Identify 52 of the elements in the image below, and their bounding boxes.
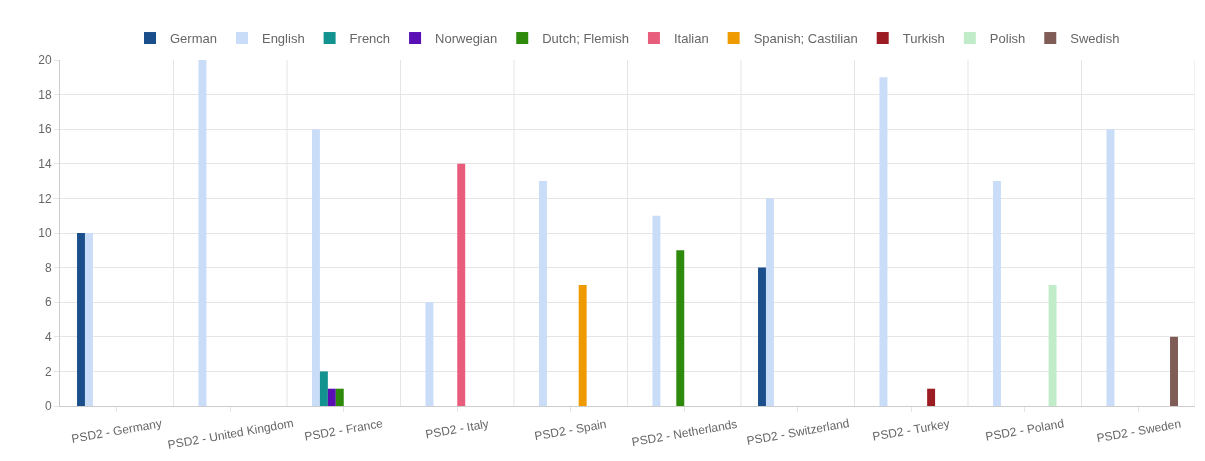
legend-label: Spanish; Castilian xyxy=(753,31,858,47)
bar xyxy=(538,181,547,406)
bar xyxy=(578,284,587,406)
legend-label: French xyxy=(349,31,391,47)
x-tick-label: PSD2 - Switzerland xyxy=(745,416,851,448)
bar xyxy=(1106,129,1115,406)
legend-label: Turkish xyxy=(902,31,945,47)
y-tick-label: 14 xyxy=(38,157,52,171)
x-tick-label: PSD2 - Netherlands xyxy=(630,416,739,450)
y-tick-label: 18 xyxy=(38,87,52,102)
bar xyxy=(992,181,1001,406)
y-tick-label: 20 xyxy=(38,53,52,68)
bar xyxy=(425,302,434,406)
bar xyxy=(1170,336,1178,406)
bar xyxy=(84,233,93,406)
y-tick-label: 12 xyxy=(38,191,52,206)
x-tick-label: PSD2 - Italy xyxy=(424,416,490,442)
bar xyxy=(335,388,344,406)
bar xyxy=(879,77,888,406)
legend-label: Polish xyxy=(989,31,1026,47)
y-tick-label: 2 xyxy=(44,364,52,379)
bar xyxy=(652,215,661,406)
y-tick-label: 16 xyxy=(38,122,52,137)
legend-label: English xyxy=(261,31,305,47)
bar xyxy=(311,129,320,406)
bar xyxy=(1048,284,1057,406)
legend-label: Italian xyxy=(673,31,709,47)
legend-label: Dutch; Flemish xyxy=(542,31,629,47)
x-tick-label: PSD2 - Poland xyxy=(984,416,1065,444)
x-tick-label: PSD2 - Sweden xyxy=(1095,416,1183,446)
x-tick-label: PSD2 - Spain xyxy=(533,416,608,444)
legend-label: Norwegian xyxy=(435,31,498,47)
y-tick-label: 6 xyxy=(44,295,52,310)
bar xyxy=(198,60,207,406)
bar xyxy=(327,388,336,406)
x-tick-label: PSD2 - France xyxy=(303,416,385,444)
legend-label: German xyxy=(170,31,217,47)
bar xyxy=(457,163,466,406)
bar xyxy=(927,388,936,406)
bar xyxy=(765,198,774,406)
bar xyxy=(77,233,85,406)
x-tick-label: PSD2 - United Kingdom xyxy=(166,415,295,452)
y-tick-label: 8 xyxy=(44,260,52,275)
y-tick-label: 0 xyxy=(44,399,52,414)
x-tick-label: PSD2 - Germany xyxy=(70,416,163,446)
bar xyxy=(676,250,685,406)
bar xyxy=(319,371,328,406)
x-tick-label: PSD2 - Turkey xyxy=(871,416,951,444)
y-tick-label: 10 xyxy=(38,226,52,241)
bar xyxy=(758,267,766,406)
y-tick-label: 4 xyxy=(44,330,52,344)
legend-label: Swedish xyxy=(1070,31,1120,47)
